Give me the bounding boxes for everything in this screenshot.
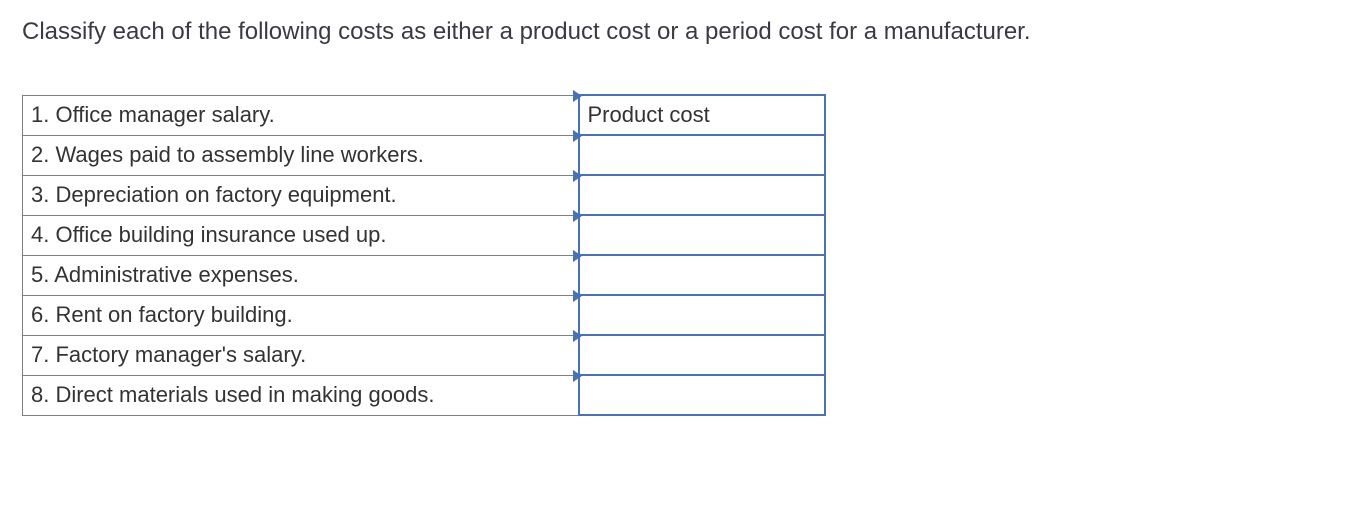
answer-dropdown[interactable] [579, 135, 825, 175]
cost-item-label: 5. Administrative expenses. [23, 255, 579, 295]
answer-value: Product cost [588, 102, 710, 127]
dropdown-marker-icon [573, 290, 582, 302]
dropdown-marker-icon [573, 90, 582, 102]
answer-dropdown[interactable] [579, 375, 825, 415]
classification-table: 1. Office manager salary. Product cost 2… [22, 94, 826, 416]
dropdown-marker-icon [573, 170, 582, 182]
dropdown-marker-icon [573, 370, 582, 382]
table-row: 2. Wages paid to assembly line workers. [23, 135, 825, 175]
answer-dropdown[interactable] [579, 255, 825, 295]
cost-item-label: 4. Office building insurance used up. [23, 215, 579, 255]
table-row: 8. Direct materials used in making goods… [23, 375, 825, 415]
cost-item-label: 7. Factory manager's salary. [23, 335, 579, 375]
table-row: 7. Factory manager's salary. [23, 335, 825, 375]
cost-item-label: 8. Direct materials used in making goods… [23, 375, 579, 415]
table-row: 4. Office building insurance used up. [23, 215, 825, 255]
cost-item-label: 3. Depreciation on factory equipment. [23, 175, 579, 215]
question-text: Classify each of the following costs as … [22, 18, 1334, 46]
answer-dropdown[interactable] [579, 175, 825, 215]
dropdown-marker-icon [573, 130, 582, 142]
answer-dropdown[interactable] [579, 295, 825, 335]
dropdown-marker-icon [573, 210, 582, 222]
dropdown-marker-icon [573, 330, 582, 342]
table-row: 1. Office manager salary. Product cost [23, 95, 825, 135]
cost-item-label: 6. Rent on factory building. [23, 295, 579, 335]
answer-dropdown[interactable] [579, 215, 825, 255]
dropdown-marker-icon [573, 250, 582, 262]
cost-item-label: 2. Wages paid to assembly line workers. [23, 135, 579, 175]
answer-dropdown[interactable] [579, 335, 825, 375]
table-row: 6. Rent on factory building. [23, 295, 825, 335]
answer-dropdown[interactable]: Product cost [579, 95, 825, 135]
table-row: 5. Administrative expenses. [23, 255, 825, 295]
cost-item-label: 1. Office manager salary. [23, 95, 579, 135]
table-row: 3. Depreciation on factory equipment. [23, 175, 825, 215]
